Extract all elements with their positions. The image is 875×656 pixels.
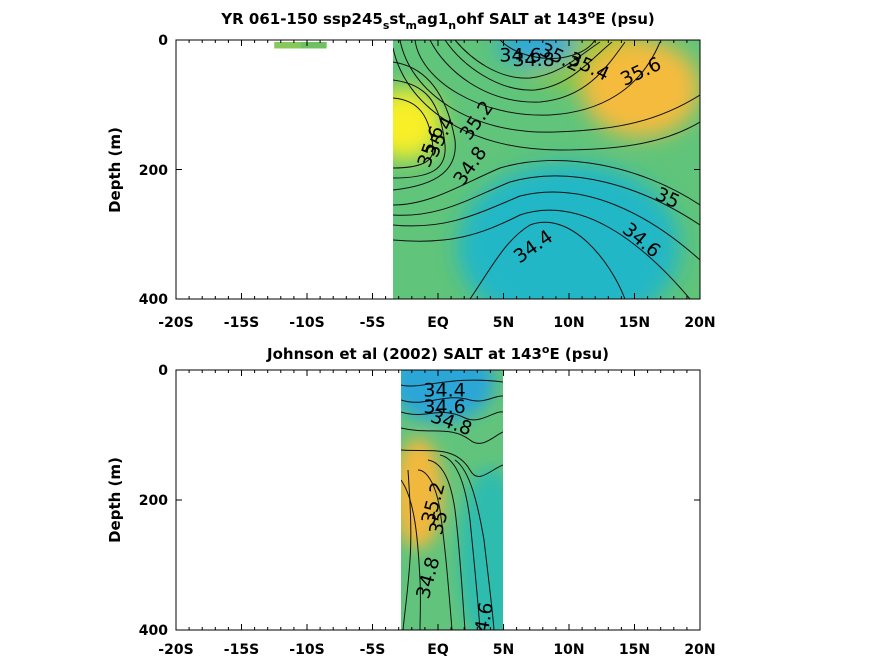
contour-line [393,159,700,206]
contour-line [401,411,503,421]
x-tick-label: -10S [289,315,324,331]
contour-line [454,40,601,79]
x-tick-label: -10S [289,642,324,656]
contour-label: 34.4 [423,379,465,401]
contour-line [401,395,503,403]
salinity-blob [582,40,700,138]
salinity-blob [401,438,444,549]
x-tick-label: 10N [553,642,584,656]
top-field-blobs [393,40,700,299]
bottom-y-axis-label: Depth (m) [106,457,124,543]
salinity-blob [458,467,503,630]
bottom-x-tick-labels: -20S -15S -10S -5S EQ 5N 10N 15N 20N [158,642,715,656]
contour-line [393,209,691,299]
x-tick-label: 15N [619,642,650,656]
bottom-chart-title: Johnson et al (2002) SALT at 143oE (psu) [266,343,609,363]
bottom-panel: Johnson et al (2002) SALT at 143oE (psu)… [106,343,716,656]
x-tick-label: 5N [493,642,514,656]
contour-line [393,47,700,151]
contour-line [399,40,700,133]
contour-line [393,61,456,191]
patch-segment [300,42,327,49]
contour-label: 34.6 [423,396,465,418]
x-tick-label: -15S [224,315,259,331]
top-panel: YR 061-150 ssp245sstmag1nohf SALT at 143… [106,8,716,331]
x-tick-label: 10N [553,315,584,331]
bottom-field-blobs [401,370,503,630]
contour-line [429,40,626,103]
x-tick-label: 20N [684,642,715,656]
y-tick-label: 400 [139,623,168,639]
x-tick-label: EQ [427,315,449,331]
contour-line [414,40,661,116]
contour-line [439,454,481,630]
contour-line [393,97,434,169]
salinity-blob [393,88,442,160]
x-tick-label: EQ [427,642,449,656]
x-tick-label: -15S [224,642,259,656]
top-x-tick-labels: -20S -15S -10S -5S EQ 5N 10N 15N 20N [158,315,715,331]
y-tick-label: 400 [139,292,168,308]
y-tick-label: 0 [158,33,168,49]
bottom-tick-marks [175,369,701,631]
contour-line [427,459,466,630]
top-chart-title: YR 061-150 ssp245sstmag1nohf SALT at 143… [220,8,654,32]
top-isolated-patch [274,42,327,49]
x-tick-label: -20S [158,642,193,656]
contour-label: 34.8 [512,49,554,71]
x-tick-label: -20S [158,315,193,331]
top-salinity-field: 34.634.835.235.4 35.635.635.435.234.83534… [393,40,700,299]
y-tick-label: 0 [158,363,168,379]
y-tick-label: 200 [139,163,168,179]
top-y-tick-labels: 0 200 400 [139,33,168,308]
y-tick-label: 200 [139,493,168,509]
x-tick-label: -5S [360,315,386,331]
top-tick-marks [175,39,701,300]
contour-line [401,479,421,630]
top-y-axis-label: Depth (m) [106,127,124,213]
contour-line [401,427,503,444]
x-tick-label: -5S [360,642,386,656]
top-contour-lines [393,40,700,299]
contour-line [393,191,700,261]
bottom-contour-lines [401,379,503,630]
contour-line [444,40,613,91]
contour-line [499,40,596,59]
x-tick-label: 15N [619,315,650,331]
patch-segment [274,42,301,49]
contour-line [454,459,495,630]
x-tick-label: 20N [684,315,715,331]
salinity-blob [457,163,681,299]
contour-line [401,379,503,387]
contour-line [393,79,446,179]
contour-label: 34.6 [499,45,541,67]
contour-line [469,221,626,299]
salinity-blob [401,370,495,422]
x-tick-label: 5N [493,315,514,331]
contour-line [417,469,453,630]
bottom-y-tick-labels: 0 200 400 [139,363,168,639]
contour-line [402,469,412,630]
contour-line [393,175,700,226]
contour-line [401,449,503,477]
